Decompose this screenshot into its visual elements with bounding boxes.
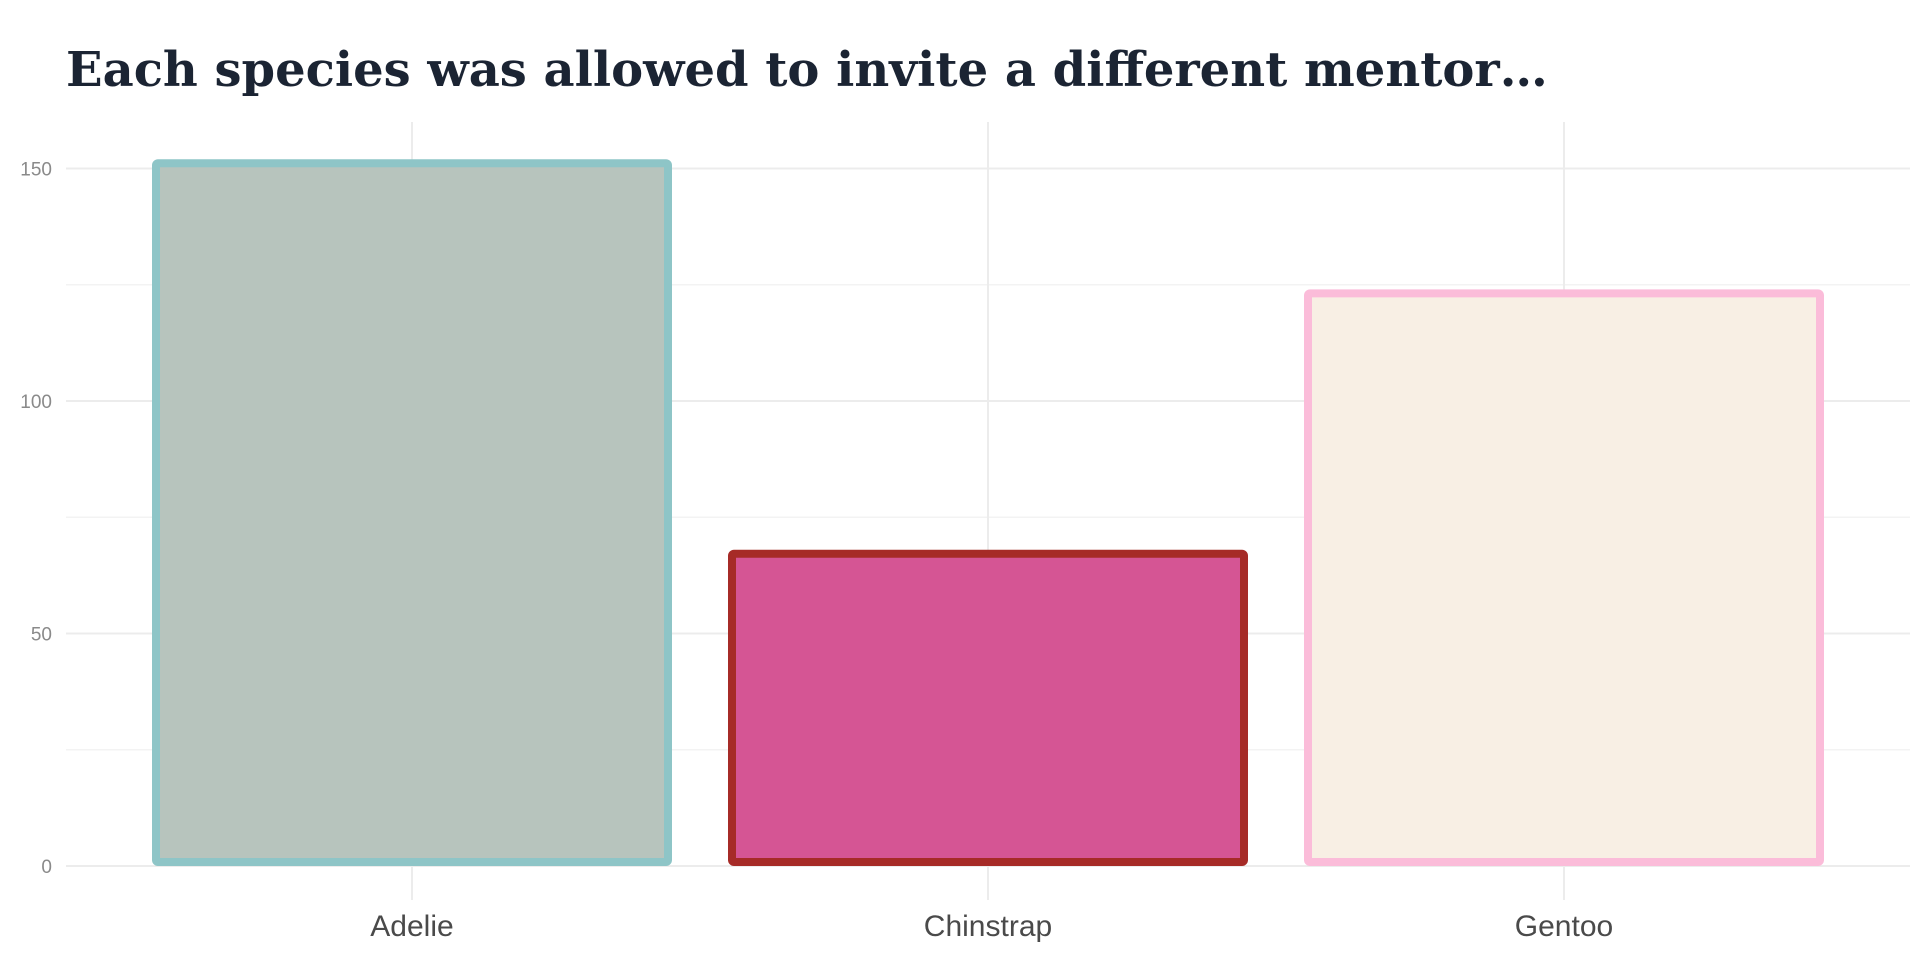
bar-gentoo: [1304, 289, 1824, 866]
y-tick-label: 100: [20, 392, 52, 413]
x-tick-label: Adelie: [370, 910, 453, 943]
bar-adelie: [152, 159, 672, 866]
y-tick-label: 0: [41, 857, 52, 878]
x-axis-ticks: Adelie Chinstrap Gentoo: [370, 910, 1613, 943]
chart-title: Each species was allowed to invite a dif…: [66, 42, 1548, 98]
y-tick-label: 50: [31, 625, 52, 646]
y-tick-label: 150: [20, 160, 52, 181]
bar-chinstrap: [728, 549, 1248, 866]
y-axis-ticks: 0 50 100 150: [20, 160, 52, 879]
x-tick-label: Gentoo: [1515, 910, 1613, 943]
bars: [152, 159, 1824, 866]
x-tick-label: Chinstrap: [924, 910, 1052, 943]
